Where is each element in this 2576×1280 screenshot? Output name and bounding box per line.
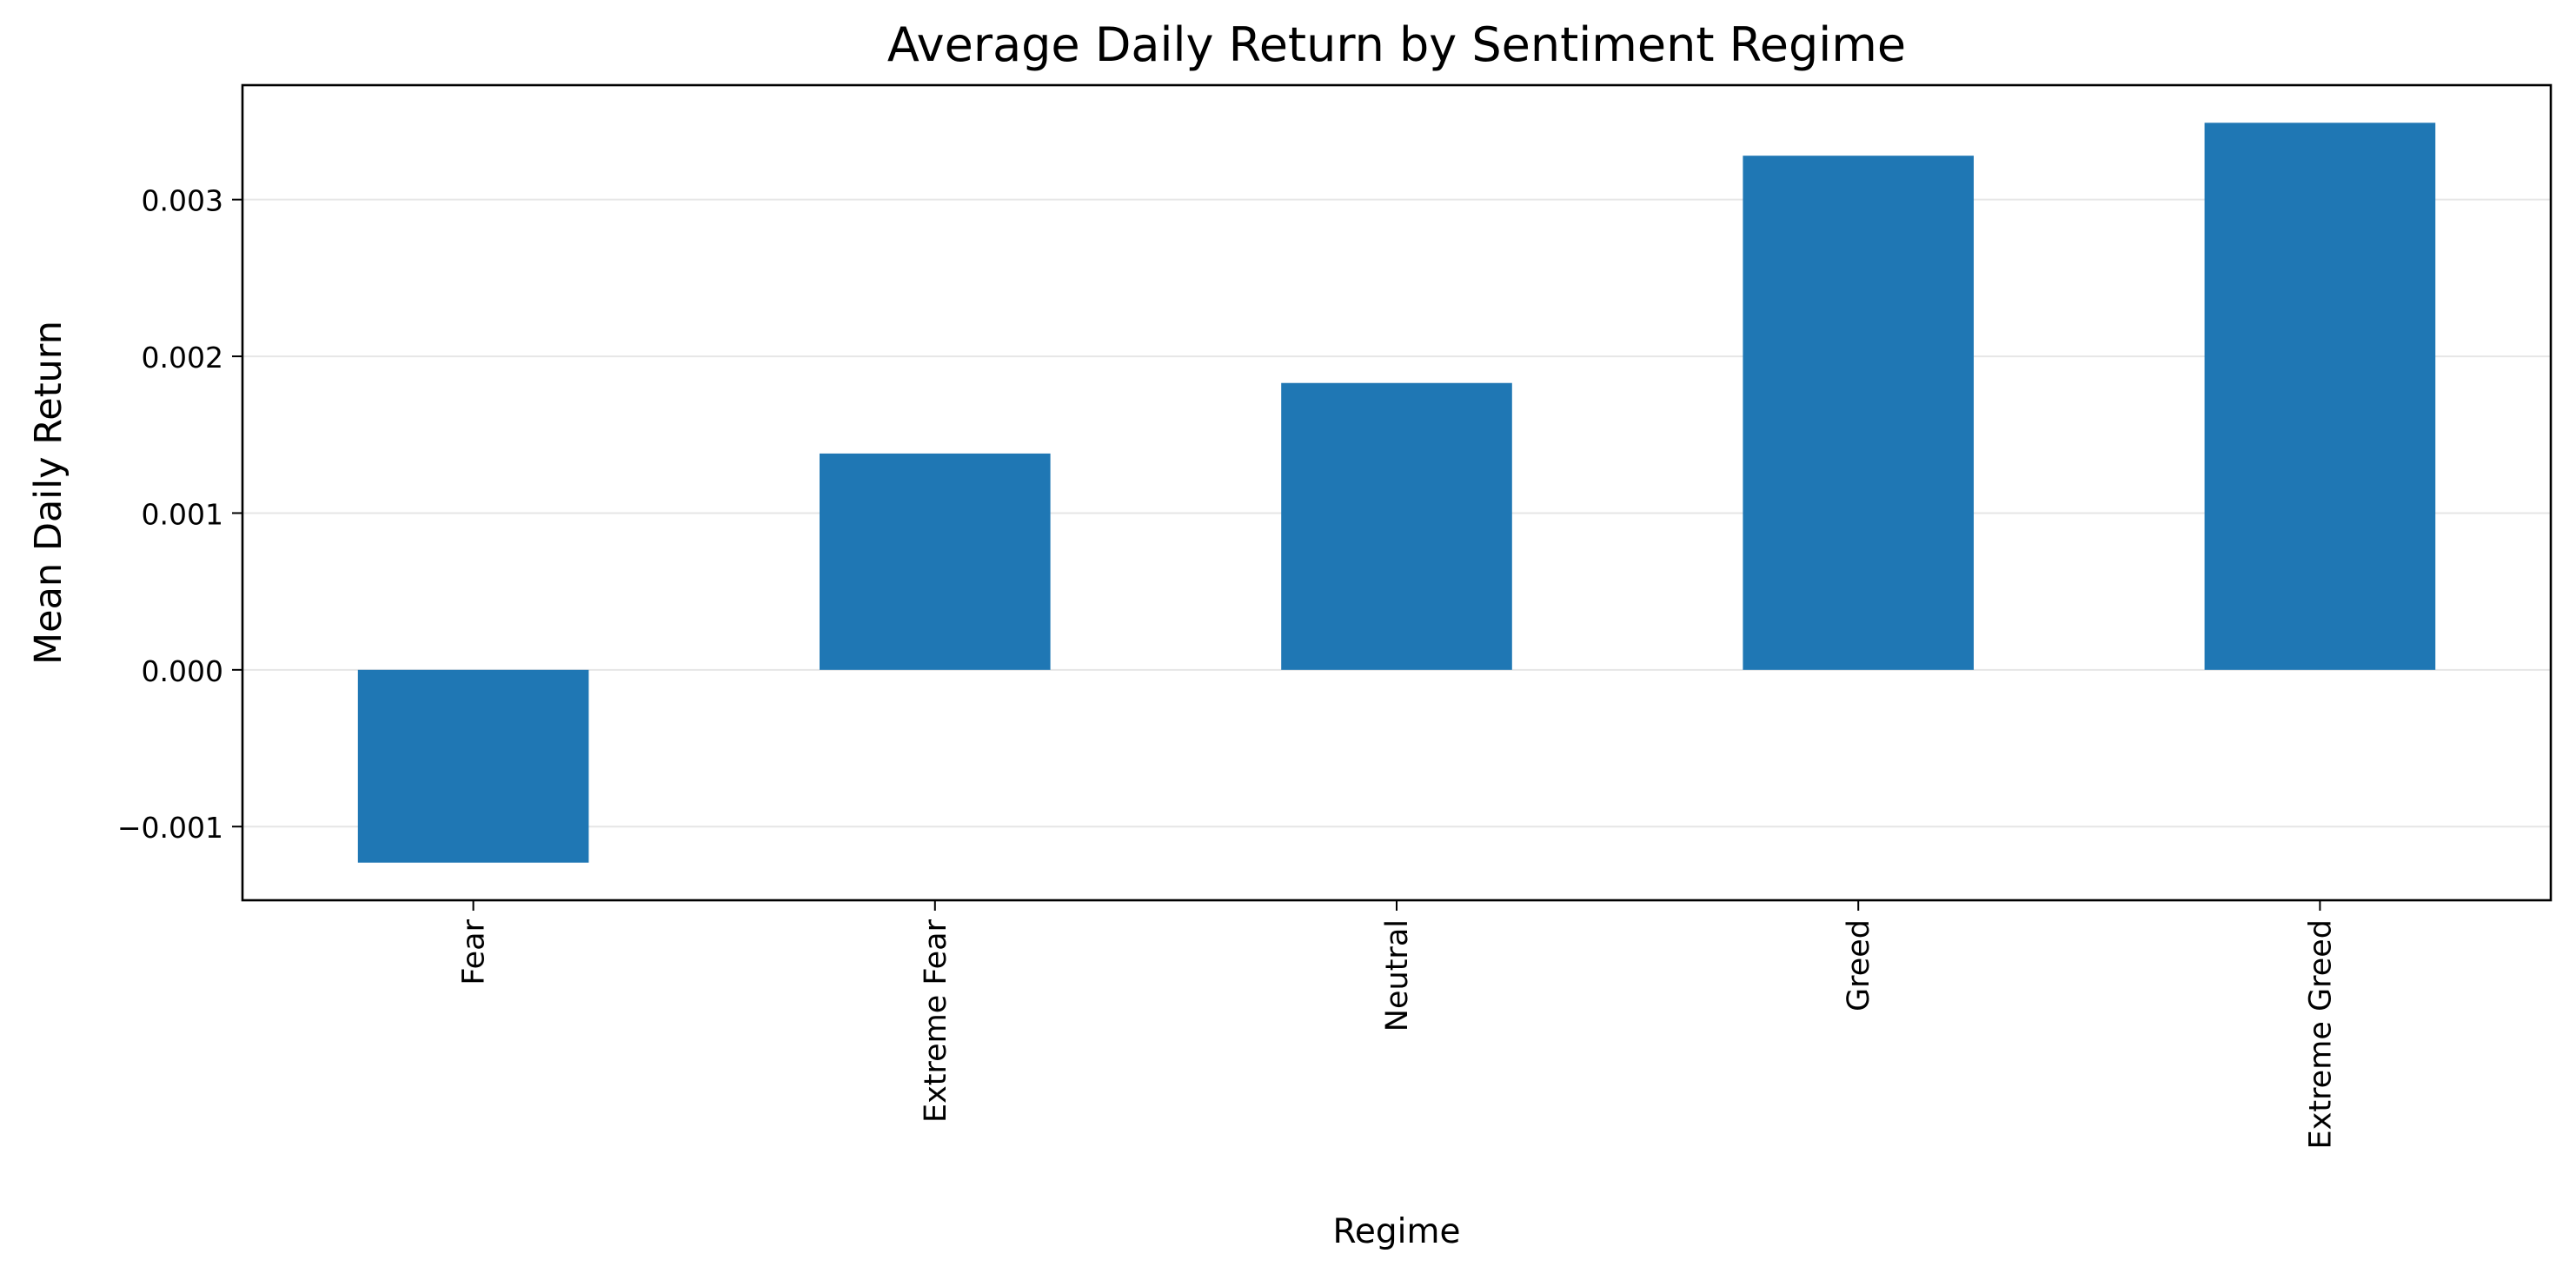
x-tick-label: Greed (1842, 919, 1876, 1011)
y-axis-ticks: −0.001 0.000 0.001 0.002 0.003 (117, 184, 242, 845)
y-tick-label: −0.001 (117, 811, 223, 845)
x-tick-label: Extreme Greed (2303, 919, 2338, 1149)
bar-greed (1743, 156, 1974, 670)
y-tick-label: 0.001 (142, 497, 223, 531)
bar-neutral (1281, 382, 1512, 670)
y-tick-label: 0.000 (142, 654, 223, 688)
y-tick-label: 0.002 (142, 341, 223, 375)
y-axis-label: Mean Daily Return (27, 321, 70, 665)
x-tick-label: Neutral (1380, 919, 1415, 1031)
bar-fear (357, 669, 589, 863)
y-tick-label: 0.003 (142, 184, 223, 218)
x-tick-label: Fear (457, 919, 492, 985)
bar-extreme-greed (2204, 123, 2436, 670)
x-axis-label: Regime (1333, 1212, 1461, 1251)
bar-extreme-fear (820, 453, 1051, 670)
bars (357, 123, 2436, 863)
chart-title: Average Daily Return by Sentiment Regime (887, 17, 1906, 72)
x-axis-ticks: Fear Extreme Fear Neutral Greed Extreme Gree… (457, 900, 2338, 1149)
x-tick-label: Extreme Fear (919, 919, 953, 1123)
